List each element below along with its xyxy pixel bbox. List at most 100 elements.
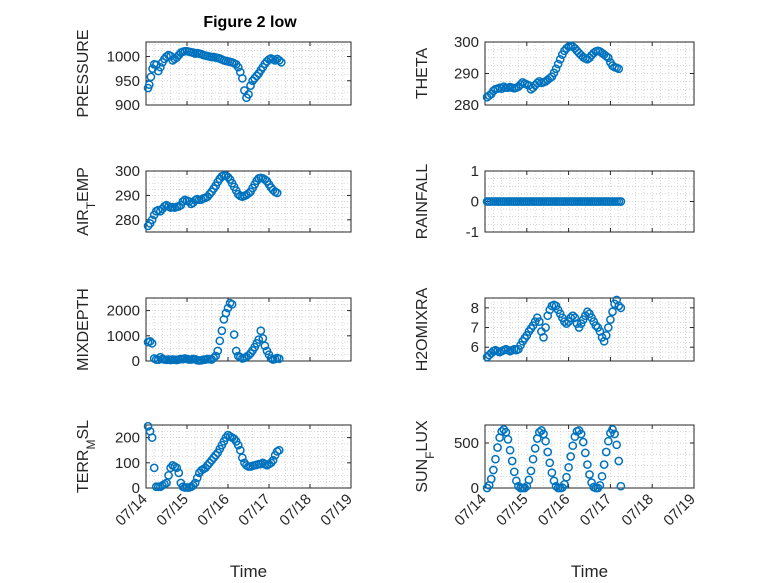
data-point (505, 445, 515, 455)
y-tick-label: 0 (471, 480, 479, 497)
data-point (545, 73, 555, 83)
data-series (143, 171, 282, 231)
data-point (603, 53, 613, 63)
panel-rainfall: -1 0 1 RAINFALL (414, 163, 695, 241)
data-point (603, 323, 613, 332)
data-point (516, 80, 525, 89)
data-point (541, 323, 550, 332)
data-point (551, 64, 561, 74)
y-tick-label: 100 (115, 455, 140, 472)
axes-box (484, 297, 695, 362)
data-point (162, 52, 171, 61)
y-tick-label: 280 (115, 212, 140, 229)
data-point (566, 313, 576, 323)
data-point (524, 475, 534, 485)
data-point (534, 77, 544, 86)
y-tick-label: 950 (115, 73, 140, 90)
grid (484, 297, 695, 361)
data-series (482, 41, 624, 102)
y-axis-label: H2OMIXRA (414, 287, 431, 371)
data-point (190, 478, 200, 488)
data-point (143, 421, 153, 431)
data-point (608, 307, 617, 317)
y-axis-label: SUNFLUX (414, 420, 437, 493)
data-point (274, 56, 284, 65)
data-point (246, 81, 255, 90)
data-point (272, 188, 282, 198)
y-axis-label: RAINFALL (414, 164, 431, 240)
data-point (235, 445, 245, 455)
data-point (612, 440, 622, 450)
data-point (614, 64, 624, 74)
data-point (244, 89, 253, 99)
data-point (568, 441, 578, 451)
y-tick-label: 0 (132, 480, 140, 497)
y-tick-label: 0 (132, 353, 140, 370)
data-point (507, 456, 517, 466)
data-point (184, 197, 194, 206)
data-point (258, 333, 268, 343)
data-point (616, 197, 626, 206)
y-tick-label: 2000 (107, 303, 140, 320)
data-point (534, 427, 544, 437)
data-point (534, 317, 544, 326)
data-point (520, 483, 530, 493)
y-tick-label: 1000 (107, 328, 140, 345)
data-point (512, 476, 521, 486)
data-point (223, 172, 233, 182)
data-point (555, 54, 565, 64)
data-point (221, 433, 231, 442)
data-point (601, 51, 611, 61)
data-point (583, 460, 592, 469)
data-series (482, 295, 626, 362)
data-point (580, 448, 590, 458)
data-point (553, 59, 563, 69)
data-point (268, 455, 278, 465)
data-point (244, 189, 253, 198)
data-point (608, 425, 617, 434)
panel-theta: 280 290 300 THETA (414, 34, 695, 114)
data-point (539, 333, 548, 342)
data-point (597, 471, 607, 481)
y-tick-label: 200 (115, 430, 140, 447)
y-axis-label: PRESSURE (75, 29, 92, 117)
data-point (547, 468, 557, 478)
data-point (509, 467, 519, 477)
panel-pressure: 900 950 1000 PRESSURE (75, 29, 352, 118)
x-axis-label: Time (571, 562, 608, 581)
data-point (526, 466, 536, 476)
data-point (238, 453, 247, 463)
data-point (585, 470, 594, 479)
data-point (147, 339, 157, 348)
data-point (147, 433, 157, 442)
data-point (192, 473, 202, 483)
data-point (583, 307, 592, 317)
data-point (215, 336, 225, 346)
data-point (209, 353, 218, 363)
data-point (238, 73, 247, 83)
data-point (578, 437, 588, 447)
panel-h2omixra: 6 7 8 H2OMIXRA (414, 287, 695, 371)
data-point (211, 351, 221, 361)
data-point (153, 355, 163, 365)
data-point (274, 354, 284, 364)
data-series (143, 298, 284, 365)
data-point (599, 460, 609, 469)
data-point (603, 436, 613, 446)
data-point (497, 426, 507, 436)
y-tick-label: 1000 (107, 49, 140, 66)
data-point (221, 308, 231, 318)
data-point (188, 481, 198, 490)
data-point (541, 436, 550, 446)
data-point (587, 478, 596, 487)
data-point (560, 317, 569, 326)
y-axis-label: TERRMSL (75, 420, 98, 493)
data-point (566, 452, 576, 461)
panel-mixdepth: 0 1000 2000 MIXDEPTH (75, 288, 352, 371)
y-tick-label: 300 (115, 163, 140, 180)
data-point (217, 326, 227, 336)
data-point (606, 315, 615, 325)
data-point (260, 341, 270, 351)
figure-title: Figure 2 low (203, 14, 297, 31)
